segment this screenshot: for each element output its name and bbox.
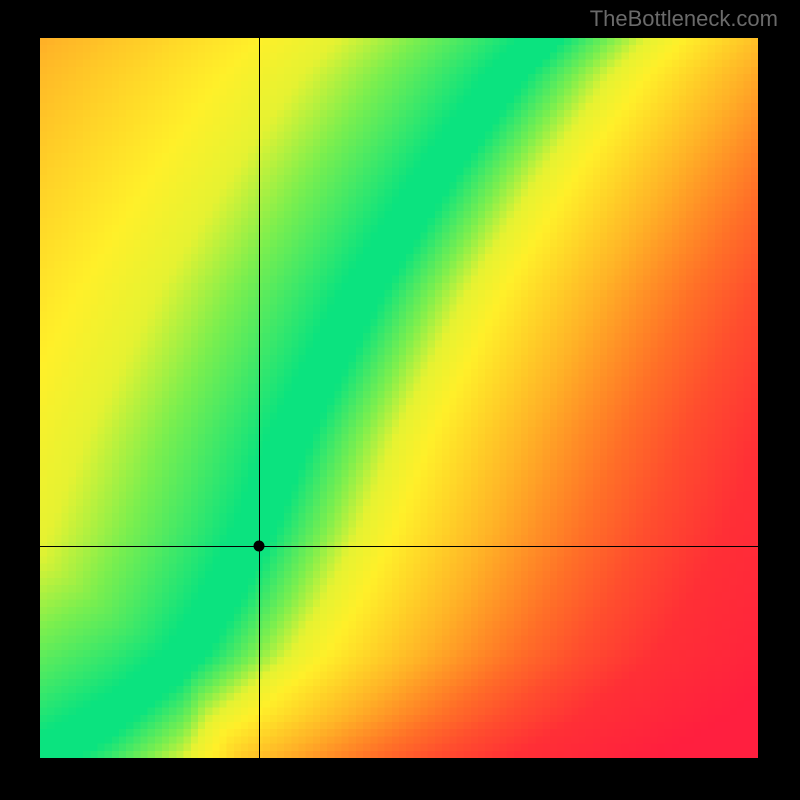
bottleneck-heatmap	[40, 38, 758, 758]
heatmap-canvas	[40, 38, 758, 758]
watermark-text: TheBottleneck.com	[590, 6, 778, 32]
